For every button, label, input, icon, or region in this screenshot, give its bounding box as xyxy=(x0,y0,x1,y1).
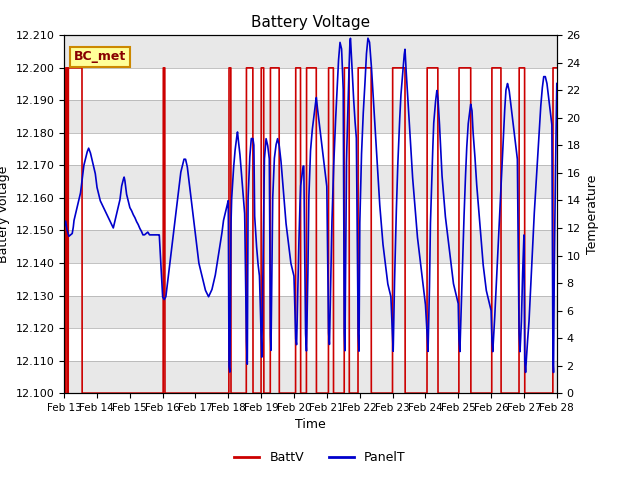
Bar xyxy=(64,230,557,263)
Bar xyxy=(64,36,557,68)
Bar xyxy=(64,198,557,230)
Y-axis label: Temperature: Temperature xyxy=(586,175,599,254)
Text: BC_met: BC_met xyxy=(74,50,126,63)
Bar xyxy=(64,328,557,360)
Bar xyxy=(64,166,557,198)
Bar xyxy=(64,263,557,296)
X-axis label: Time: Time xyxy=(295,419,326,432)
Bar xyxy=(64,360,557,393)
Y-axis label: Battery Voltage: Battery Voltage xyxy=(0,166,10,263)
Bar xyxy=(64,296,557,328)
Bar xyxy=(64,133,557,166)
Bar xyxy=(64,100,557,133)
Title: Battery Voltage: Battery Voltage xyxy=(251,15,370,30)
Bar xyxy=(64,68,557,100)
Legend: BattV, PanelT: BattV, PanelT xyxy=(229,446,411,469)
